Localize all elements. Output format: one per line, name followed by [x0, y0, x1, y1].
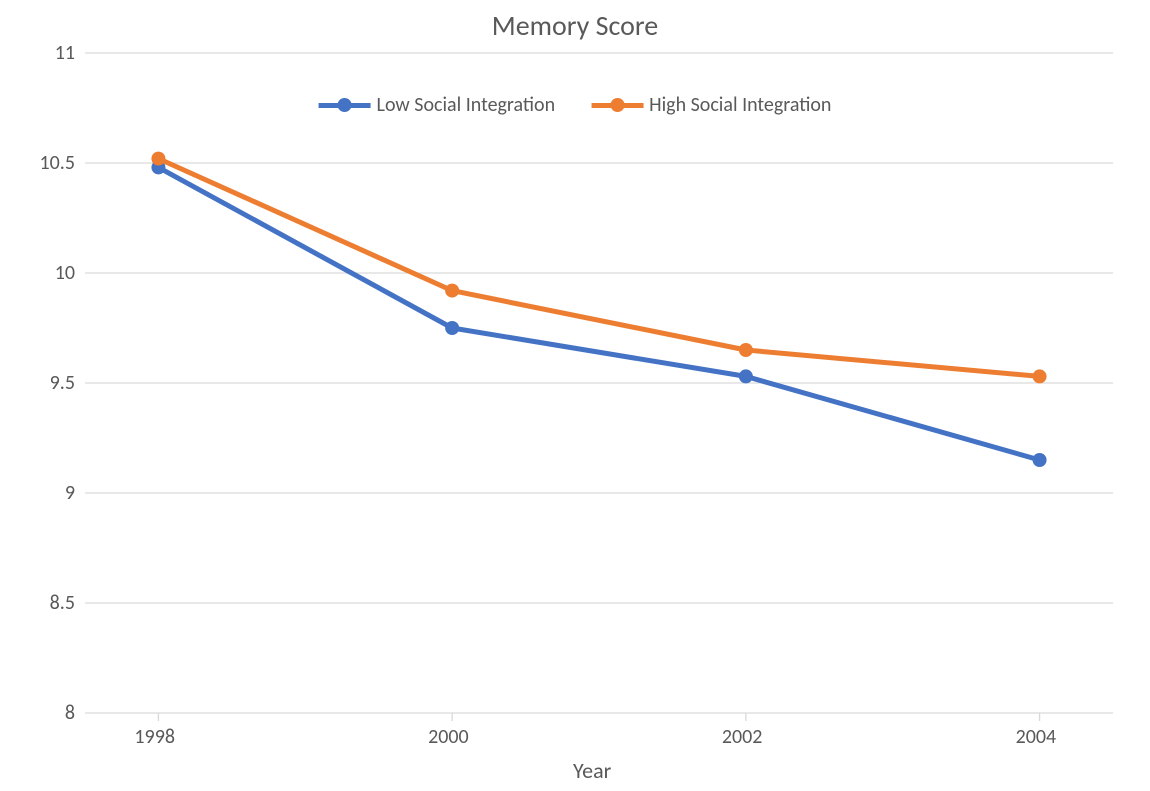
chart-plot-area: [0, 0, 1150, 791]
y-tick-label: 9.5: [50, 371, 75, 395]
x-tick-label: 2004: [1016, 725, 1057, 749]
y-tick-label: 9: [65, 481, 75, 505]
y-tick-label: 8: [65, 701, 75, 725]
legend-label-low: Low Social Integration: [377, 93, 556, 117]
x-axis-label: Year: [573, 757, 611, 784]
legend: Low Social Integration High Social Integ…: [319, 93, 832, 117]
legend-swatch-high: [591, 98, 643, 112]
x-tick-label: 2002: [722, 725, 763, 749]
y-tick-label: 10: [55, 261, 75, 285]
legend-swatch-low: [319, 98, 371, 112]
y-tick-label: 11: [55, 41, 75, 65]
memory-score-chart: Memory Score 88.599.51010.511 1998200020…: [0, 0, 1150, 791]
legend-item-high: High Social Integration: [591, 93, 831, 117]
y-tick-label: 10.5: [40, 151, 75, 175]
legend-label-high: High Social Integration: [649, 93, 831, 117]
legend-item-low: Low Social Integration: [319, 93, 556, 117]
x-tick-label: 1998: [134, 725, 175, 749]
x-tick-label: 2000: [428, 725, 469, 749]
y-tick-label: 8.5: [50, 591, 75, 615]
